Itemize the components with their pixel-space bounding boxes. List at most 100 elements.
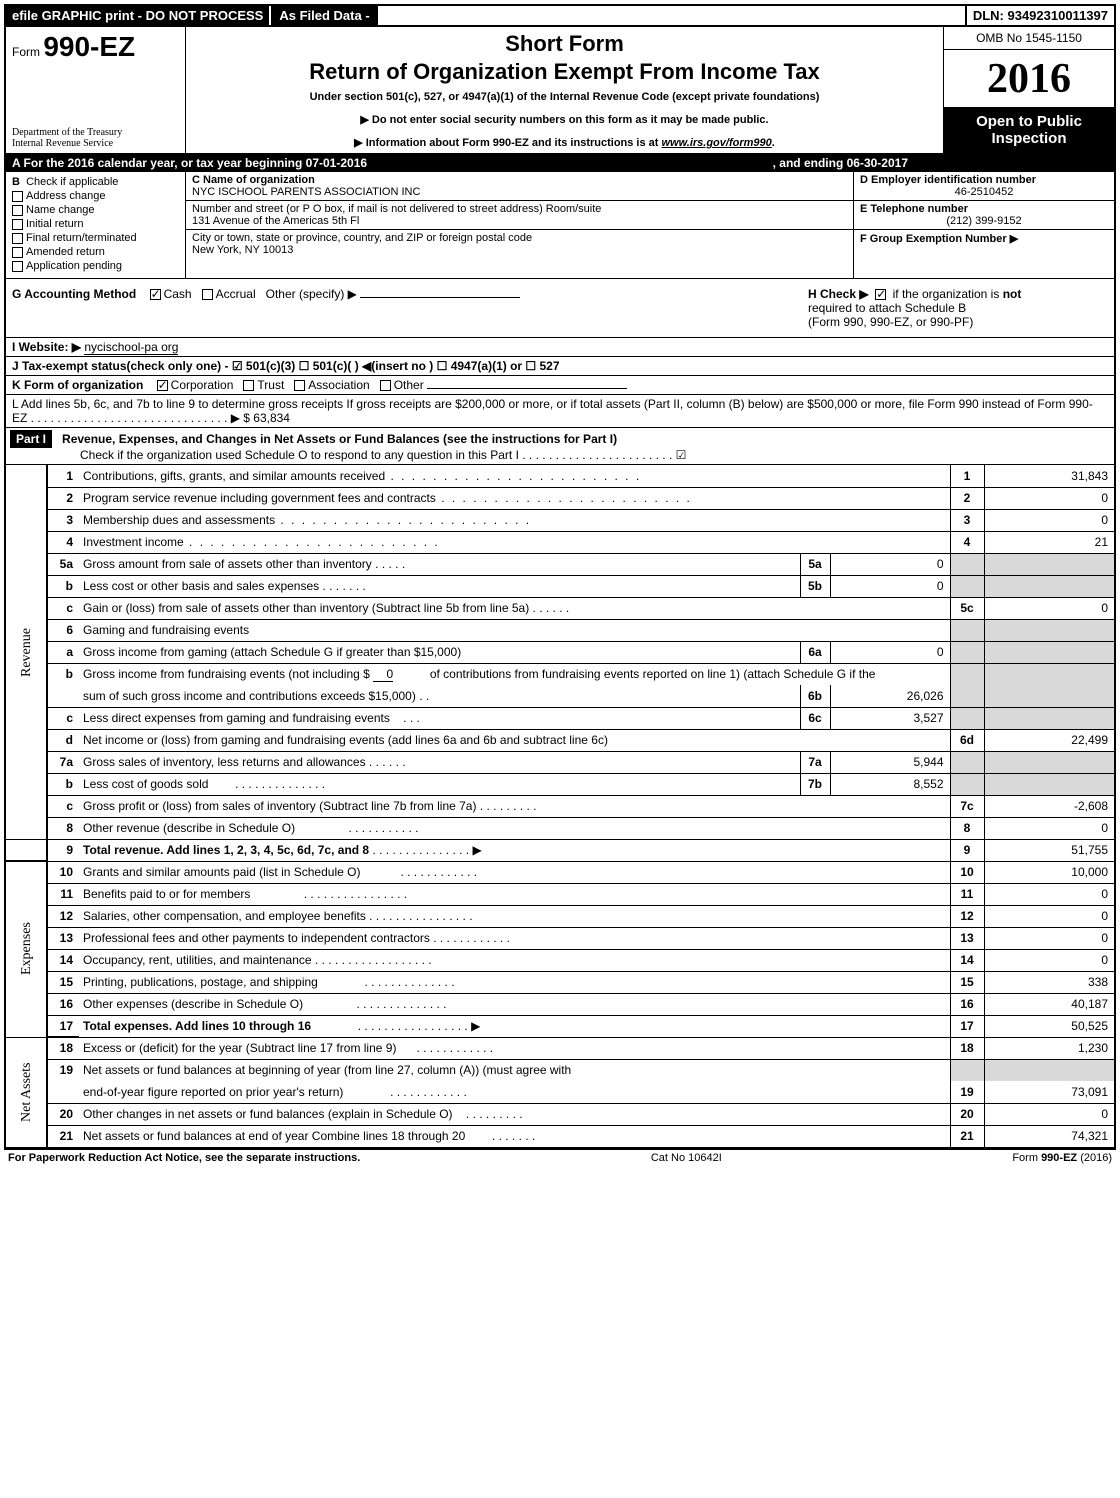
line-5c-val: 0 (984, 597, 1114, 619)
h-not: not (1003, 287, 1022, 301)
line-3-desc: Membership dues and assessments (79, 509, 950, 531)
cash-label: Cash (164, 287, 192, 301)
line-5b-desc: Less cost or other basis and sales expen… (79, 575, 800, 597)
line-7c-no: c (47, 795, 79, 817)
footer: For Paperwork Reduction Act Notice, see … (4, 1150, 1116, 1166)
cb-final-return[interactable]: Final return/terminated (12, 232, 179, 244)
addr-label: Number and street (or P O box, if mail i… (192, 203, 847, 215)
line-12-no: 12 (47, 905, 79, 927)
section-i-website: I Website: ▶ nycischool-pa org (6, 338, 1114, 357)
line-1-box: 1 (950, 465, 984, 487)
side-revenue: Revenue (6, 465, 47, 839)
cb-trust[interactable] (243, 380, 254, 391)
line-19-boxgrey (950, 1059, 984, 1081)
h-text1: if the organization is (893, 287, 1000, 301)
line-11-box: 11 (950, 883, 984, 905)
line-1-val: 31,843 (984, 465, 1114, 487)
section-k-orgform: K Form of organization Corporation Trust… (6, 376, 1114, 395)
line-13-box: 13 (950, 927, 984, 949)
label-e: E Telephone number (860, 203, 1108, 215)
form-number: Form 990-EZ (12, 31, 179, 63)
line-20-box: 20 (950, 1103, 984, 1125)
cb-name-change[interactable]: Name change (12, 204, 179, 216)
line-7b-boxgrey (950, 773, 984, 795)
line-5a-boxgrey (950, 553, 984, 575)
cb-other-org[interactable] (380, 380, 391, 391)
line-6c-desc: Less direct expenses from gaming and fun… (79, 707, 800, 729)
header-left: Form 990-EZ Department of the Treasury I… (6, 27, 186, 153)
line-18-no: 18 (47, 1037, 79, 1059)
cb-corporation[interactable] (157, 380, 168, 391)
open-to-public: Open to Public Inspection (944, 107, 1114, 153)
line-5b-mini: 5b (800, 575, 830, 597)
open-line1: Open to Public (946, 113, 1112, 130)
line-6b-mini: 6b (800, 685, 830, 707)
line-11-val: 0 (984, 883, 1114, 905)
city-label: City or town, state or province, country… (192, 232, 847, 244)
dept2: Internal Revenue Service (12, 138, 179, 149)
row-a-taxyear: A For the 2016 calendar year, or tax yea… (6, 154, 1114, 172)
tax-exempt-status: J Tax-exempt status(check only one) - ☑ … (12, 359, 560, 373)
accrual-label: Accrual (216, 287, 256, 301)
line-9-val: 51,755 (984, 839, 1114, 861)
line-19-valgrey (984, 1059, 1114, 1081)
footer-mid: Cat No 10642I (651, 1152, 722, 1164)
line-18-box: 18 (950, 1037, 984, 1059)
line-6d-box: 6d (950, 729, 984, 751)
line-19-desc: Net assets or fund balances at beginning… (79, 1059, 950, 1081)
line-6c-no: c (47, 707, 79, 729)
line-6c-boxgrey (950, 707, 984, 729)
form-990ez-label: 990-EZ (43, 31, 135, 62)
line-7a-desc: Gross sales of inventory, less returns a… (79, 751, 800, 773)
line-20-val: 0 (984, 1103, 1114, 1125)
cb-initial-return[interactable]: Initial return (12, 218, 179, 230)
line-7a-mval: 5,944 (830, 751, 950, 773)
cb-association[interactable] (294, 380, 305, 391)
cb-application-pending[interactable]: Application pending (12, 260, 179, 272)
irs-link[interactable]: www.irs.gov/form990 (662, 137, 772, 149)
cb-cash[interactable] (150, 289, 161, 300)
cb-amended-return[interactable]: Amended return (12, 246, 179, 258)
line-14-desc: Occupancy, rent, utilities, and maintena… (79, 949, 950, 971)
line-5b-boxgrey (950, 575, 984, 597)
line-9-no: 9 (47, 839, 79, 861)
line-6c-mval: 3,527 (830, 707, 950, 729)
phone-value: (212) 399-9152 (860, 215, 1108, 227)
cb-address-change[interactable]: Address change (12, 190, 179, 202)
header-center: Short Form Return of Organization Exempt… (186, 27, 944, 153)
line-5b-mval: 0 (830, 575, 950, 597)
row-a-end: , and ending 06-30-2017 (773, 156, 908, 170)
cb-schedule-b[interactable] (875, 289, 886, 300)
line-7b-mval: 8,552 (830, 773, 950, 795)
line-19-no: 19 (47, 1059, 79, 1081)
ein-cell: D Employer identification number 46-2510… (854, 172, 1114, 201)
line-21-desc: Net assets or fund balances at end of ye… (79, 1125, 950, 1147)
assoc-label: Association (308, 378, 369, 392)
form-prefix: Form (12, 45, 40, 59)
line-6c-valgrey (984, 707, 1114, 729)
subtitle: Under section 501(c), 527, or 4947(a)(1)… (194, 91, 935, 103)
side-expenses: Expenses (6, 861, 47, 1037)
part-i-label: Part I (10, 430, 52, 448)
line-6b-mval: 26,026 (830, 685, 950, 707)
accounting-method: G Accounting Method Cash Accrual Other (… (12, 287, 808, 329)
line-6b-boxgrey (950, 663, 984, 685)
line-8-val: 0 (984, 817, 1114, 839)
line-18-val: 1,230 (984, 1037, 1114, 1059)
main-title: Return of Organization Exempt From Incom… (194, 59, 935, 85)
line-3-box: 3 (950, 509, 984, 531)
line-12-val: 0 (984, 905, 1114, 927)
other-org-label: Other (394, 378, 424, 392)
cb-accrual[interactable] (202, 289, 213, 300)
line-4-desc: Investment income (79, 531, 950, 553)
line-2-val: 0 (984, 487, 1114, 509)
line-7b-mini: 7b (800, 773, 830, 795)
line-16-no: 16 (47, 993, 79, 1015)
line-6a-valgrey (984, 641, 1114, 663)
check-if-label: Check if applicable (26, 176, 118, 188)
line-10-val: 10,000 (984, 861, 1114, 883)
header: Form 990-EZ Department of the Treasury I… (6, 27, 1114, 154)
part-i-header: Part I Revenue, Expenses, and Changes in… (6, 428, 1114, 465)
line-5a-mval: 0 (830, 553, 950, 575)
website-value[interactable]: nycischool-pa org (84, 340, 178, 355)
